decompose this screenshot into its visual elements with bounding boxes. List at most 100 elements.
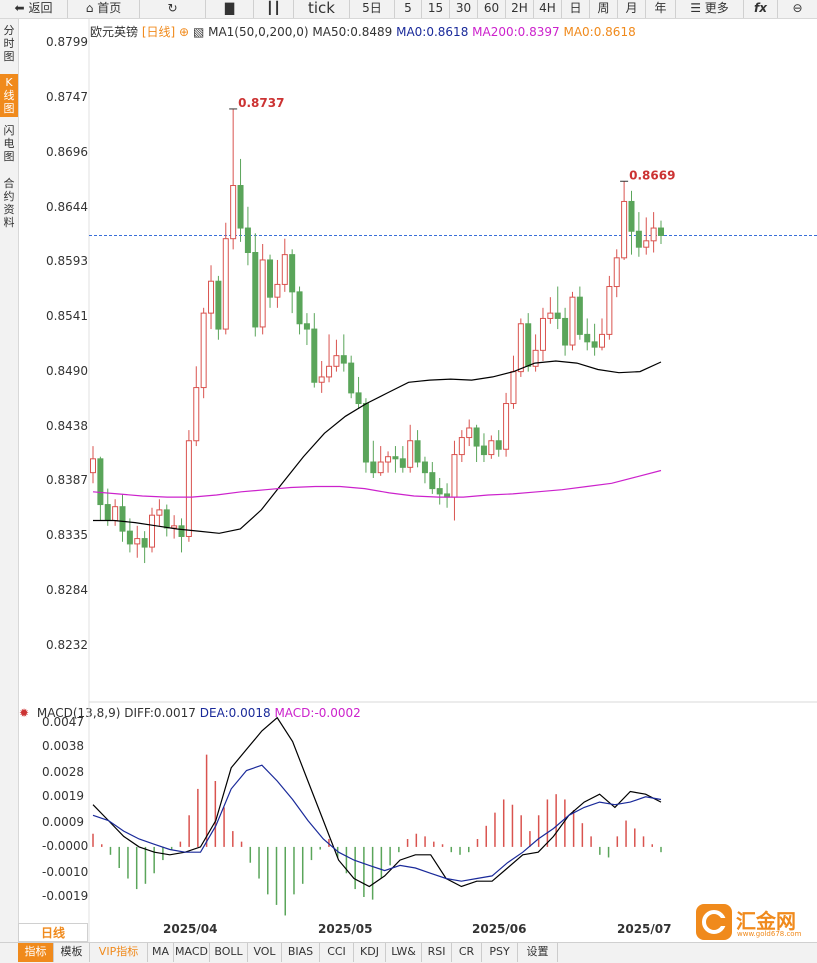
back-label: 返回 [28,1,53,15]
period-button[interactable]: 日 [562,0,590,18]
y-tick-label: 0.8490 [46,363,88,378]
candle-body-down [267,259,274,298]
candle-body-up [539,317,546,351]
home-label: 首页 [97,1,122,15]
formula-button[interactable]: fx [744,0,778,18]
sidebar-item-flash[interactable]: 闪电图 [3,124,15,163]
indicator-tab[interactable]: CR [452,943,482,962]
period-button[interactable]: 5 [395,0,422,18]
candle-body-down [311,328,318,383]
candle-body-down [635,230,642,248]
candle-body-down [473,427,480,447]
indicator-tab[interactable]: VIP指标 [90,943,148,962]
refresh-button[interactable]: ↻ [140,0,206,18]
y-tick-label: 0.8747 [46,90,88,105]
candle-body-up [193,387,200,442]
settings-sun-icon[interactable]: ✹ [19,706,30,720]
candle-body-up [547,312,554,319]
indicator-tab[interactable]: 设置 [518,943,558,962]
period-button[interactable]: 15 [422,0,450,18]
period-button[interactable]: 60 [478,0,506,18]
candle-body-up [613,257,620,288]
candle-body-down [126,530,133,545]
period-button[interactable]: 30 [450,0,478,18]
candle-body-down [414,440,421,463]
candle-body-up [621,200,628,259]
sidebar-item-contract[interactable]: 合约资料 [3,177,15,229]
candle-body-up [532,349,539,367]
candle-body-down [104,504,111,522]
period-label: [日线] [141,25,176,39]
period-button[interactable]: 月 [618,0,646,18]
site-logo-icon [696,904,732,940]
candlestick-icon: ┃┃ [266,1,281,15]
indicator-tab[interactable]: VOL [248,943,282,962]
candle-body-up [274,283,281,298]
period-button[interactable]: 2H [506,0,534,18]
home-button[interactable]: ⌂ 首页 [68,0,140,18]
candle-body-up [208,280,215,314]
period-button[interactable]: 年 [646,0,676,18]
y-tick-label: 0.8644 [46,199,88,214]
ma50-line [93,360,662,534]
x-tick-label: 2025/07 [617,922,672,936]
candle-body-down [289,254,296,293]
sidebar-item-timeshare[interactable]: 分时图 [3,24,15,63]
y-tick-label: 0.8696 [46,144,88,159]
macd-y-tick-label: -0.0000 [42,838,89,853]
candle-body-down [141,538,148,548]
candle-body-up [149,514,156,548]
more-button[interactable]: ☰ 更多 [676,0,744,18]
indicator-tab[interactable]: BIAS [282,943,320,962]
indicator-tab[interactable]: MA [148,943,174,962]
period-button[interactable]: 周 [590,0,618,18]
ma-settings-icon[interactable]: ▧ [192,25,205,39]
indicator-tab[interactable]: CCI [320,943,354,962]
x-tick-label: 2025/04 [163,922,218,936]
zoom-out-button[interactable]: ⊖ [778,0,817,18]
left-sidebar: 分时图 K线图 闪电图 合约资料 [0,19,19,962]
period-tag[interactable]: 日线 [18,923,88,942]
indicator-tab[interactable]: 模板 [54,943,90,962]
y-tick-label: 0.8284 [46,582,88,597]
indicator-tab[interactable]: LW& [386,943,422,962]
indicator-tab[interactable]: RSI [422,943,452,962]
candle-body-down [399,458,406,468]
macd-label: MACD(13,8,9) [36,706,121,720]
indicator-tab[interactable]: 指标 [18,943,54,962]
indicator-tab[interactable]: BOLL [210,943,248,962]
candle-body-down [525,323,532,367]
candle-body-up [517,323,524,373]
candle-body-up [598,333,605,348]
indicator-tab[interactable]: MACD [174,943,210,962]
candle-body-down [303,323,310,330]
macd-legend: ✹ MACD(13,8,9) DIFF:0.0017 DEA:0.0018 MA… [19,706,361,720]
candle-body-down [355,392,362,405]
ma200-value: MA200:0.8397 [472,25,560,39]
indicator-tab[interactable]: PSY [482,943,518,962]
period-button[interactable]: 5日 [350,0,395,18]
candle-body-up [650,227,657,242]
indicator-tab[interactable]: KDJ [354,943,386,962]
period-button[interactable]: 4H [534,0,562,18]
candle-body-down [562,317,569,346]
site-logo-url: www.gold678.com [737,930,802,938]
candle-body-down [348,362,355,394]
back-button[interactable]: ⬅ 返回 [0,0,68,18]
candle-body-up [333,355,340,367]
tick-button[interactable]: tick [294,0,350,18]
add-icon[interactable]: ⊕ [179,25,190,39]
candle-body-down [584,333,591,343]
candle-body-up [377,461,384,474]
chart-type-button[interactable]: ▇ [206,0,254,18]
candle-body-up [606,286,613,335]
candle-body-up [318,376,325,383]
main-chart-legend: 欧元英镑 [日线] ⊕ ▧ MA1(50,0,200,0) MA50:0.848… [90,23,636,40]
candle-type-button[interactable]: ┃┃ [254,0,294,18]
candle-body-down [370,461,377,474]
candle-body-up [200,312,207,389]
sidebar-item-kline[interactable]: K线图 [0,74,18,117]
candle-body-up [171,525,178,529]
macd-value: MACD:-0.0002 [274,706,361,720]
